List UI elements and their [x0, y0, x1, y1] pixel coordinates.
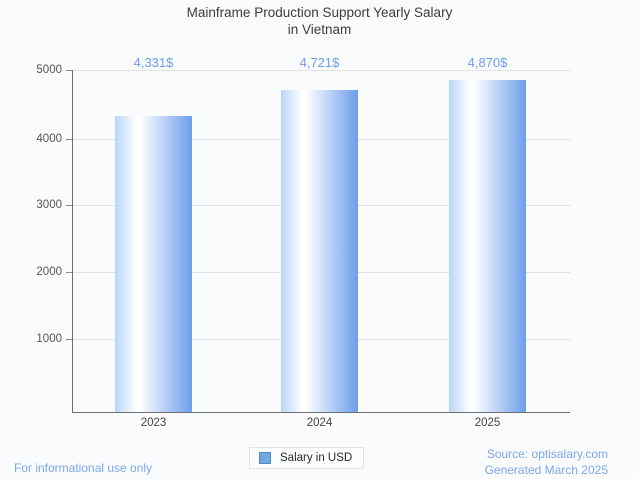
chart-title: Mainframe Production Support Yearly Sala… [0, 4, 639, 38]
y-axis-tick-label-2000: 2000 [36, 266, 62, 278]
y-axis-tick-mark-1000 [66, 339, 72, 340]
y-axis-line [72, 70, 73, 413]
y-axis-tick-mark-4000 [66, 139, 72, 140]
footer-disclaimer: For informational use only [14, 461, 153, 475]
chart-title-line-1: Mainframe Production Support Yearly Sala… [186, 5, 453, 20]
bar-2025[interactable] [449, 80, 526, 412]
bar-value-label-2023: 4,331$ [133, 55, 174, 70]
x-axis-line [72, 412, 570, 413]
y-axis-tick-mark-5000 [66, 70, 72, 71]
legend-item-label: Salary in USD [280, 452, 353, 464]
footer-source: Source: optisalary.com Generated March 2… [485, 447, 608, 478]
x-axis-tick-label-2024: 2024 [306, 417, 333, 429]
x-axis-tick-label-2023: 2023 [140, 417, 167, 429]
square-swatch-icon [259, 452, 271, 464]
bar-2024[interactable] [281, 90, 358, 412]
y-axis-tick-label-1000: 1000 [36, 333, 62, 345]
bar-value-label-2024: 4,721$ [299, 55, 340, 70]
bar-2023[interactable] [115, 116, 192, 412]
footer-generated-line: Generated March 2025 [484, 462, 608, 477]
plot-area [72, 70, 570, 412]
y-axis-tick-label-5000: 5000 [36, 64, 62, 76]
chart-legend[interactable]: Salary in USD [249, 447, 365, 469]
y-axis-tick-mark-2000 [66, 272, 72, 273]
gridline-5000 [72, 70, 570, 71]
footer-source-line: Source: optisalary.com [486, 447, 608, 461]
y-axis-tick-label-3000: 3000 [36, 199, 62, 211]
y-axis-tick-mark-3000 [66, 205, 72, 206]
x-axis-tick-label-2025: 2025 [474, 417, 501, 429]
y-axis-tick-label-4000: 4000 [36, 133, 62, 145]
bar-value-label-2025: 4,870$ [467, 55, 508, 70]
chart-title-line-2: in Vietnam [287, 22, 352, 37]
